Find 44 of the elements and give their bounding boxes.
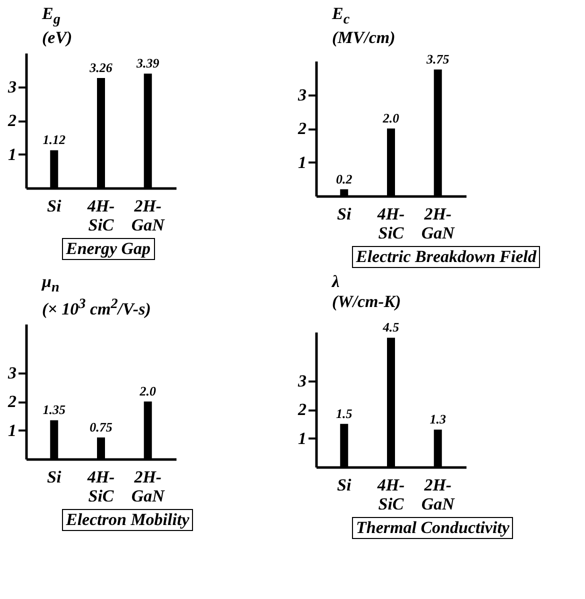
data-label: 0.2: [336, 171, 353, 186]
text: Electron Mobility: [62, 508, 194, 531]
x-tick-label: 4H-SiC: [376, 476, 406, 514]
y-tick-label: 3: [297, 371, 307, 390]
x-tick-label: 2H-GaN: [131, 196, 166, 234]
data-label: 3.26: [88, 60, 113, 75]
x-tick-label: 4H-SiC: [376, 204, 406, 242]
y-tick-label: 2: [297, 400, 307, 420]
data-label: 4.5: [382, 320, 400, 335]
data-label: 3.75: [426, 51, 450, 66]
y-tick-label: 1: [8, 420, 16, 440]
data-label: 2.0: [138, 383, 156, 398]
text: Energy Gap: [62, 238, 155, 260]
data-label: 1.5: [336, 406, 353, 421]
x-tick-label: 4H-SiC: [86, 196, 116, 234]
text: Electric Breakdown Field: [352, 246, 540, 268]
y-tick-label: 2: [297, 119, 307, 138]
data-label: 2.0: [382, 110, 400, 126]
y-tick-label: 3: [7, 77, 17, 96]
y-axis-title: E$_{c}$ (MV/cm): [332, 4, 396, 48]
x-tick-label: 2H-GaN: [421, 204, 456, 242]
y-tick-label: 1: [298, 428, 306, 448]
y-axis-title: E$_{g}$ (eV): [42, 4, 74, 48]
text: Thermal Conductivity: [352, 517, 514, 539]
data-label: 1.3: [430, 412, 446, 427]
data-label: 1.12: [42, 132, 66, 148]
y-tick-label: 2: [7, 392, 17, 411]
x-tick-label: Si: [337, 476, 352, 494]
x-tick-label: Si: [47, 467, 62, 486]
y-tick-label: 1: [298, 152, 306, 172]
y-axis-title: λ (W/cm-K): [332, 272, 402, 313]
y-tick-label: 3: [7, 363, 17, 382]
data-label: 3.39: [136, 56, 160, 71]
x-tick-label: 2H-GaN: [131, 467, 166, 506]
data-label: 0.75: [90, 419, 113, 434]
data-label: 1.35: [42, 402, 66, 418]
x-tick-label: 2H-GaN: [421, 476, 456, 514]
y-tick-label: 3: [297, 85, 307, 104]
y-tick-label: 1: [8, 144, 16, 164]
y-tick-label: 2: [7, 111, 17, 130]
y-axis-title: μ$_{n}$ (× 10$^{3}$ cm$^{2}$/V-s): [42, 272, 152, 319]
x-tick-label: Si: [47, 196, 62, 216]
x-tick-label: Si: [337, 204, 352, 224]
x-tick-label: 4H-SiC: [86, 467, 116, 506]
